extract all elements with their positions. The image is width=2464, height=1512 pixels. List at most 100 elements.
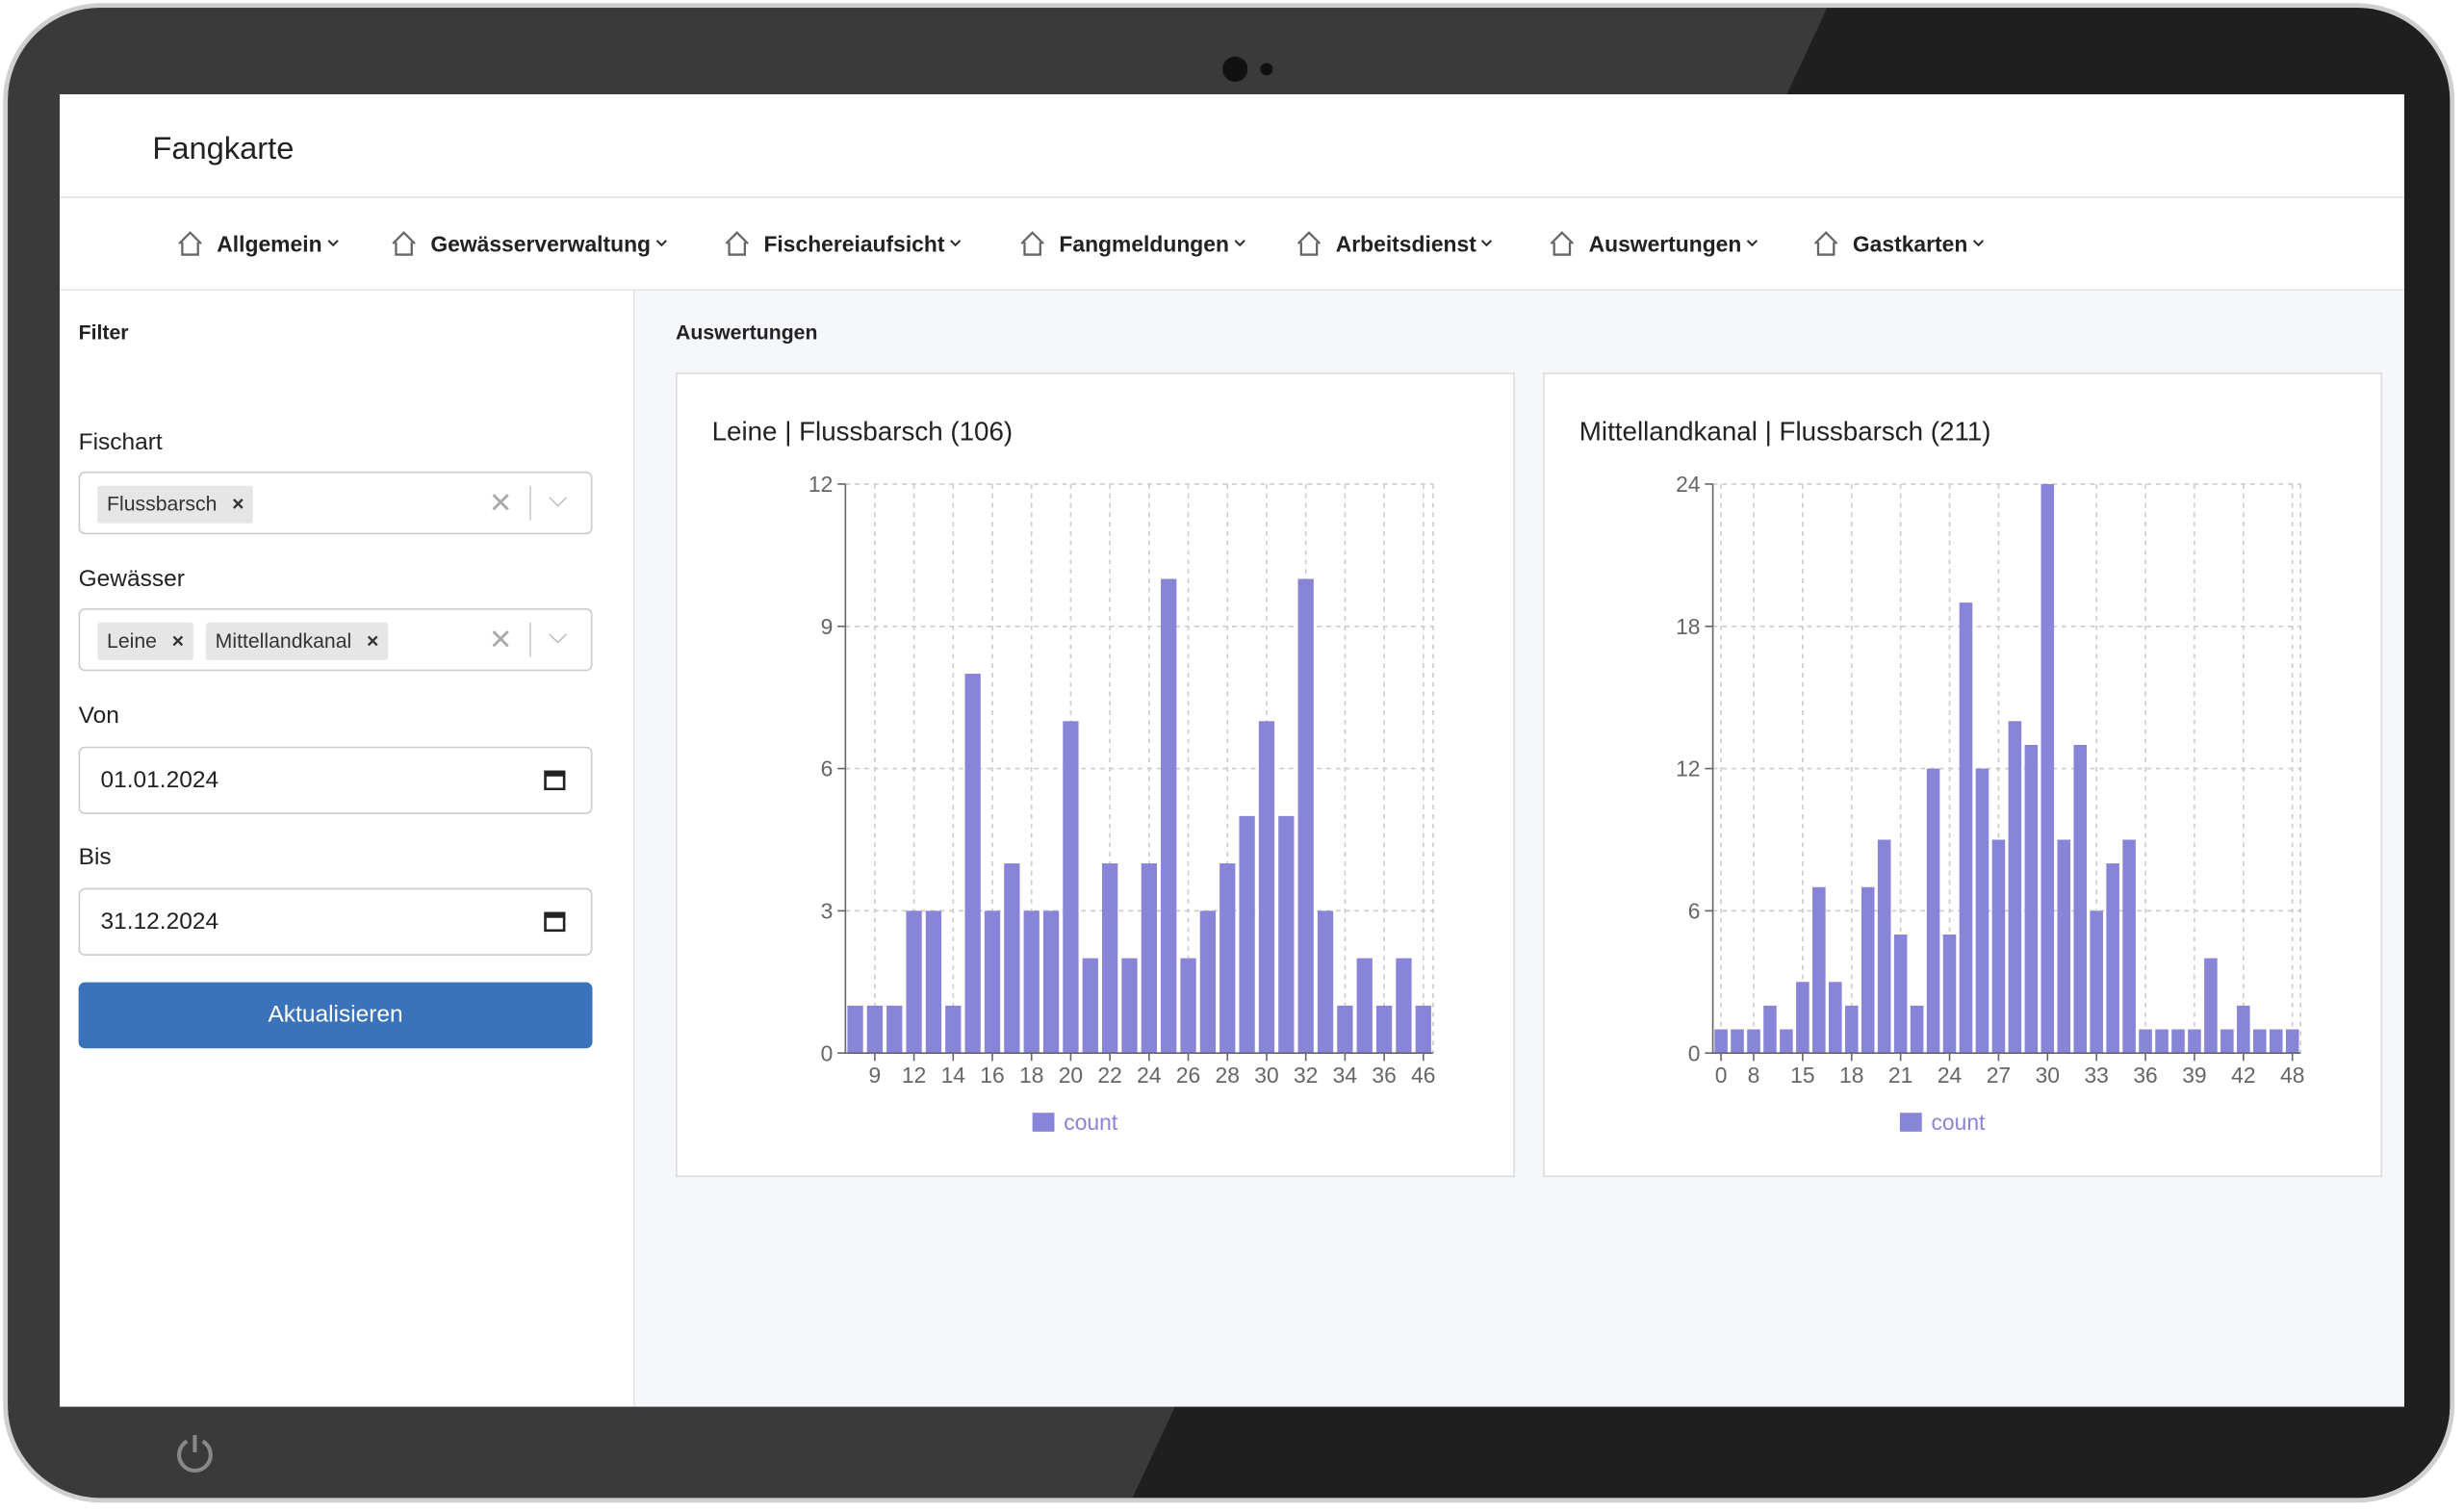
x-tick-label: 20 (1059, 1063, 1083, 1088)
bar (1910, 1005, 1924, 1054)
y-tick-label: 18 (1676, 614, 1700, 639)
chip: Flussbarsch × (97, 485, 254, 524)
bar (2040, 483, 2055, 1054)
x-tick-label: 12 (902, 1063, 926, 1088)
bar (1861, 886, 1875, 1054)
bar (1317, 910, 1334, 1054)
bar (847, 1005, 863, 1054)
y-tick-label: 6 (821, 756, 834, 782)
nav-icon (1550, 231, 1575, 256)
date-bis[interactable]: 31.12.2024 (78, 887, 593, 956)
bar (1042, 910, 1060, 1054)
x-tick-label: 48 (2280, 1063, 2304, 1088)
y-tick-label: 0 (821, 1040, 834, 1065)
bar (906, 910, 922, 1054)
select-fischart[interactable]: Flussbarsch × ✕ ⌵ (78, 471, 593, 535)
nav-item[interactable]: Gastkarten (1811, 229, 1985, 257)
nav-icon (392, 231, 416, 256)
bar (964, 674, 981, 1054)
screen: Fangkarte Allgemein Gewässerverwaltung Fis… (60, 93, 2404, 1407)
x-tick-label: 22 (1097, 1063, 1121, 1088)
bar (2090, 910, 2103, 1054)
nav-label: Gastkarten (1852, 231, 1968, 257)
nav-item[interactable]: Auswertungen (1548, 229, 1758, 257)
chart-card: Leine | Flussbarsch (106) 0 3 6 9 12 9 12 14 16 18… (676, 372, 1515, 1178)
bar (2237, 1005, 2250, 1054)
bar (1714, 1029, 1728, 1054)
chip: Leine × (97, 622, 193, 660)
x-tick-label: 8 (1748, 1063, 1760, 1088)
y-tick-label: 9 (821, 614, 834, 639)
nav-item[interactable]: Fangmeldungen (1018, 229, 1246, 257)
bar (1180, 958, 1196, 1054)
bar (925, 910, 942, 1054)
y-tick-label: 12 (808, 472, 833, 497)
x-tick-label: 24 (1137, 1063, 1162, 1088)
bar (1991, 839, 2006, 1054)
filter-title: Filter (78, 320, 129, 345)
bar (2106, 863, 2119, 1054)
date-value: 31.12.2024 (100, 908, 219, 935)
y-tick-label: 0 (1688, 1040, 1701, 1065)
bar (1796, 982, 1810, 1054)
date-von[interactable]: 01.01.2024 (78, 746, 593, 814)
chevron (950, 240, 962, 247)
chip-label: Mittellandkanal (215, 628, 352, 653)
power-icon[interactable] (174, 1432, 215, 1476)
bar (2139, 1029, 2152, 1054)
bar (2171, 1029, 2185, 1054)
bar (1219, 863, 1236, 1054)
bar (1763, 1005, 1777, 1054)
bar (1101, 863, 1118, 1054)
field-label: Fischart (78, 428, 163, 456)
x-tick-label: 0 (1715, 1063, 1728, 1088)
x-tick-label: 39 (2182, 1063, 2206, 1088)
x-tick-label: 34 (1333, 1063, 1358, 1088)
nav-item[interactable]: Arbeitsdienst (1295, 229, 1493, 257)
legend-swatch (1032, 1113, 1055, 1132)
bar (1141, 863, 1157, 1054)
bar (2024, 744, 2039, 1054)
bar (1780, 1029, 1793, 1054)
bar (1239, 815, 1255, 1054)
y-tick-label: 12 (1676, 756, 1700, 782)
chip-label: Leine (107, 628, 157, 653)
bar (1082, 958, 1098, 1054)
chart-title: Mittellandkanal | Flussbarsch (211) (1579, 416, 1991, 446)
bar (1337, 1005, 1353, 1054)
nav-item[interactable]: Allgemein (176, 229, 340, 257)
x-tick-label: 46 (1411, 1063, 1435, 1088)
main-panel: Auswertungen Leine | Flussbarsch (106) 0 3… (634, 291, 2404, 1407)
bar (2269, 1029, 2283, 1054)
bar (866, 1005, 884, 1054)
y-tick-label: 24 (1676, 472, 1701, 497)
chart-title: Leine | Flussbarsch (106) (712, 416, 1014, 446)
nav-label: Auswertungen (1588, 231, 1742, 257)
bar (945, 1005, 962, 1054)
bar (1942, 934, 1957, 1054)
bar (1121, 958, 1138, 1054)
bar (1258, 721, 1275, 1054)
bar (1278, 815, 1295, 1054)
nav-item[interactable]: Gewässerverwaltung (390, 229, 668, 257)
chart: Mittellandkanal | Flussbarsch (211) 0 6 12 1… (1579, 416, 2305, 1135)
x-tick-label: 15 (1790, 1063, 1814, 1088)
bar (1829, 982, 1842, 1054)
select-gewaesser[interactable]: Leine × Mittellandkanal × ✕ ⌵ (78, 607, 593, 672)
nav-icon (178, 231, 202, 256)
nav-item[interactable]: Fischereiaufsicht (723, 229, 962, 257)
bar (1199, 910, 1217, 1054)
update-button[interactable]: Aktualisieren (78, 982, 593, 1049)
nav-icon (1296, 231, 1322, 256)
x-tick-label: 30 (1254, 1063, 1278, 1088)
calendar-icon (544, 911, 566, 933)
nav-label: Arbeitsdienst (1335, 231, 1476, 257)
bar (2008, 721, 2022, 1054)
chip-label: Flussbarsch (107, 492, 218, 516)
x-tick-label: 18 (1019, 1063, 1043, 1088)
bar (1812, 886, 1826, 1054)
x-tick-label: 16 (980, 1063, 1004, 1088)
field-label: Gewässer (78, 565, 185, 593)
